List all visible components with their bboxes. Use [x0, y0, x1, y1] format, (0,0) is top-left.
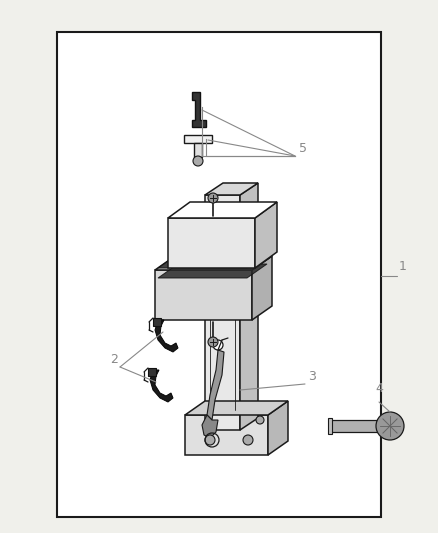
Circle shape — [208, 337, 218, 347]
Polygon shape — [205, 183, 258, 195]
Circle shape — [376, 412, 404, 440]
Circle shape — [208, 193, 218, 203]
Polygon shape — [150, 370, 173, 402]
Bar — [330, 420, 385, 432]
Circle shape — [193, 156, 203, 166]
Polygon shape — [184, 135, 212, 143]
Polygon shape — [168, 202, 277, 218]
Polygon shape — [153, 318, 161, 326]
Polygon shape — [185, 401, 288, 415]
Text: 2: 2 — [110, 353, 118, 366]
Circle shape — [243, 435, 253, 445]
Text: 1: 1 — [399, 260, 407, 273]
Polygon shape — [192, 92, 206, 127]
Polygon shape — [194, 143, 202, 157]
Circle shape — [205, 435, 215, 445]
Polygon shape — [240, 183, 258, 430]
Circle shape — [256, 416, 264, 424]
Polygon shape — [328, 418, 332, 434]
Text: 5: 5 — [299, 142, 307, 155]
Circle shape — [213, 340, 223, 350]
Polygon shape — [255, 202, 277, 268]
Polygon shape — [202, 415, 218, 438]
Text: 4: 4 — [375, 382, 383, 395]
Polygon shape — [252, 256, 272, 320]
Text: 3: 3 — [308, 370, 316, 383]
Polygon shape — [158, 264, 267, 278]
Polygon shape — [155, 256, 272, 270]
Polygon shape — [168, 218, 255, 268]
Polygon shape — [148, 368, 156, 376]
Polygon shape — [158, 254, 267, 268]
Polygon shape — [155, 320, 178, 352]
Polygon shape — [185, 415, 268, 455]
Bar — [57, 32, 381, 517]
Polygon shape — [207, 350, 224, 420]
Polygon shape — [205, 195, 240, 430]
Polygon shape — [268, 401, 288, 455]
Polygon shape — [155, 270, 252, 320]
